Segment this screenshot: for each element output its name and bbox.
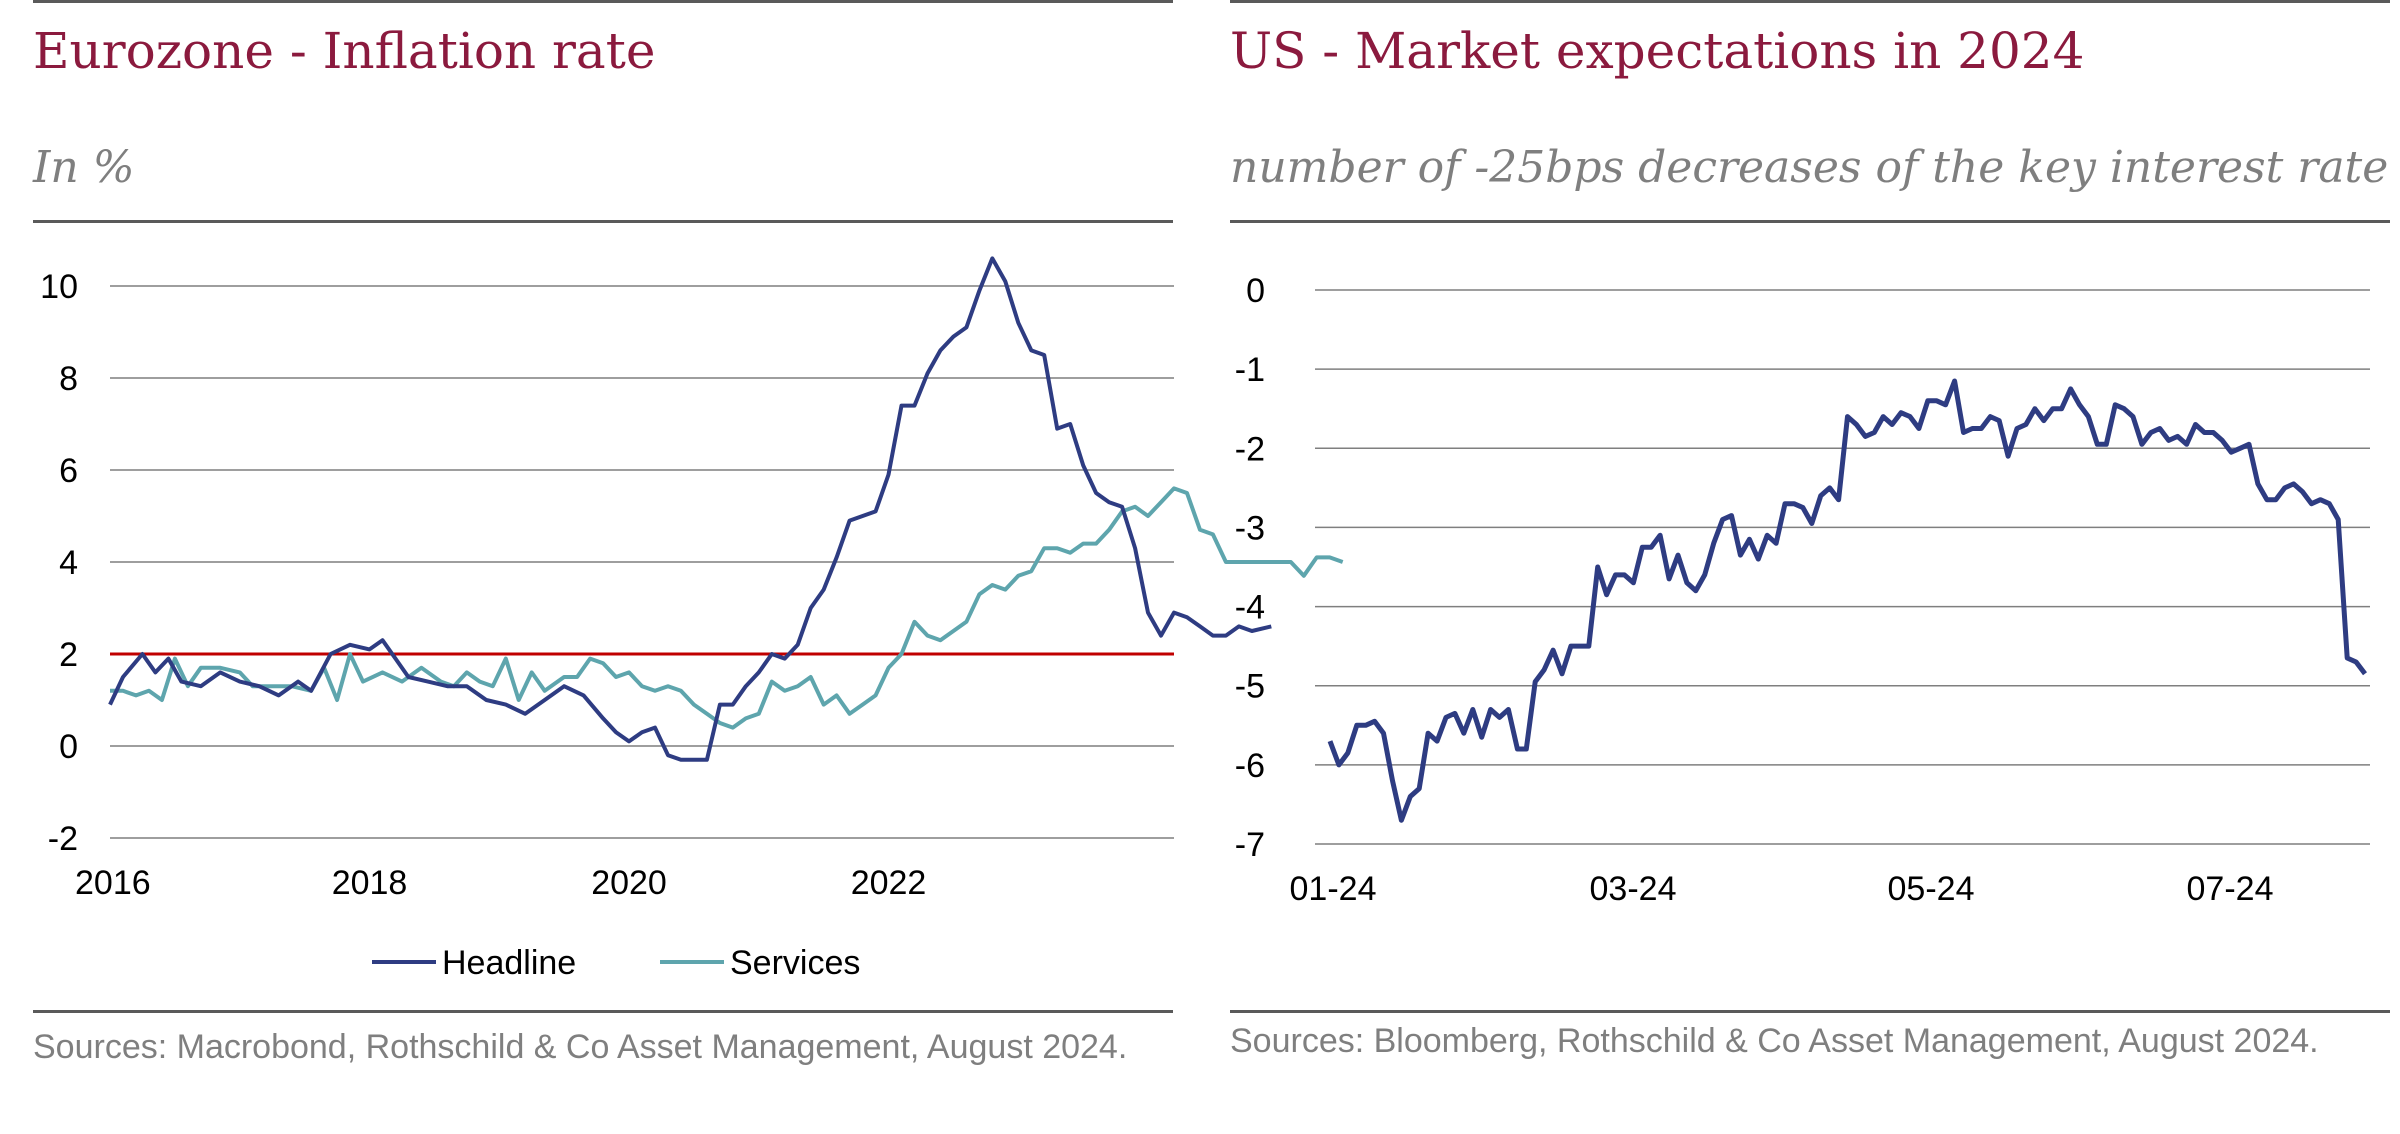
y-tick-label: 10 [40,268,78,306]
x-tick-label: 01-24 [1290,870,1377,908]
y-tick-label: 0 [59,728,78,766]
y-tick-label: -1 [1235,351,1265,389]
x-tick-label: 2016 [75,864,151,902]
x-tick-label: 07-24 [2187,870,2274,908]
y-tick-label: -5 [1235,668,1265,706]
source-note: Sources: Bloomberg, Rothschild & Co Asse… [1230,1022,2319,1060]
chart-title: US - Market expectations in 2024 [1230,22,2085,80]
legend-label: Headline [442,944,576,982]
header-rule [33,220,1173,223]
y-tick-label: -7 [1235,826,1265,864]
x-tick-label: 2022 [851,864,927,902]
footer-rule [1230,1010,2390,1013]
y-tick-label: -3 [1235,509,1265,547]
footer-rule [33,1010,1173,1013]
x-tick-label: 2018 [332,864,408,902]
top-rule [33,0,1173,3]
x-tick-label: 03-24 [1590,870,1677,908]
y-tick-label: -4 [1235,589,1265,627]
services-series-line [110,486,1344,730]
legend-label: Services [730,944,860,982]
y-tick-label: 8 [59,360,78,398]
x-tick-label: 2020 [591,864,667,902]
source-note: Sources: Macrobond, Rothschild & Co Asse… [33,1028,1128,1066]
chart-title: Eurozone - Inflation rate [33,22,656,80]
header-rule [1230,220,2390,223]
y-tick-label: 2 [59,636,78,674]
rate-cuts-series-line [1327,378,2367,823]
y-tick-label: 6 [59,452,78,490]
y-tick-label: 4 [59,544,78,582]
x-tick-label: 05-24 [1888,870,1975,908]
y-tick-label: -6 [1235,747,1265,785]
chart-subtitle: In % [33,142,135,193]
chart-subtitle: number of -25bps decreases of the key in… [1230,142,2389,193]
rate-expectations-line-chart: 0 -1 -2 -3 -4 -5 -6 -7 01-24 03-24 05-24 07-24 [1235,272,2370,908]
inflation-line-chart: 10 8 6 4 2 0 -2 2016 2018 2020 2022 Headline Service… [40,256,1344,982]
y-tick-label: 0 [1246,272,1265,310]
top-rule [1230,0,2390,3]
y-tick-label: -2 [48,820,78,858]
y-tick-label: -2 [1235,430,1265,468]
headline-series-line [108,256,1272,762]
